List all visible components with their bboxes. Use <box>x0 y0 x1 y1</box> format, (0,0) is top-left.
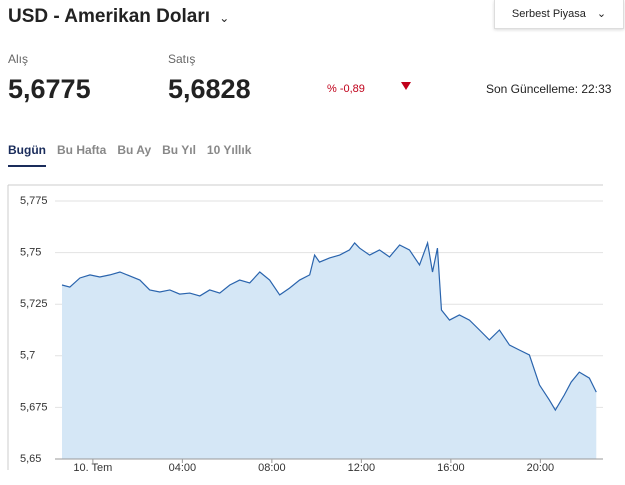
buy-label: Alış <box>8 52 29 66</box>
last-update: Son Güncelleme: 22:33 <box>486 82 612 96</box>
y-tick-label: 5,65 <box>20 453 41 465</box>
title-text: USD - Amerikan Doları <box>8 6 211 27</box>
sell-label: Satış <box>168 52 196 66</box>
chevron: ⌄ <box>596 8 607 20</box>
x-tick-label: 08:00 <box>258 462 286 474</box>
market-dropdown[interactable]: Serbest Piyasa ⌄ <box>494 0 624 29</box>
sell-value: 5,6828 <box>168 74 251 104</box>
tab[interactable]: 10 Yıllık <box>206 143 252 157</box>
tab[interactable]: Bu Hafta <box>57 143 107 157</box>
x-tick-label: 20:00 <box>527 462 555 474</box>
y-tick-label: 5,75 <box>20 247 41 259</box>
tab[interactable]: Bu Ay <box>117 143 152 157</box>
market-text: Serbest Piyasa <box>511 8 586 20</box>
down-arrow <box>401 82 411 90</box>
y-tick-label: 5,675 <box>20 401 48 413</box>
x-tick-label: 12:00 <box>348 462 376 474</box>
y-tick-label: 5,725 <box>20 298 48 310</box>
x-tick-label: 10. Tem <box>73 462 112 474</box>
title: USD - Amerikan Doları ⌄ <box>8 6 229 28</box>
buy-value: 5,6775 <box>8 74 91 104</box>
line <box>61 240 597 412</box>
x-tick-label: 16:00 <box>437 462 465 474</box>
change: % -0,89 <box>327 83 365 95</box>
tab[interactable]: Bu Yıl <box>162 143 196 157</box>
area <box>62 242 597 459</box>
tabs: Bugün Bu Hafta Bu Ay Bu Yıl 10 Yıllık <box>8 143 251 167</box>
tab[interactable]: Bugün <box>8 143 46 167</box>
chevron: ⌄ <box>219 11 230 25</box>
x-tick-label: 04:00 <box>169 462 197 474</box>
y-tick-label: 5,7 <box>20 350 35 362</box>
y-tick-label: 5,775 <box>20 195 48 207</box>
